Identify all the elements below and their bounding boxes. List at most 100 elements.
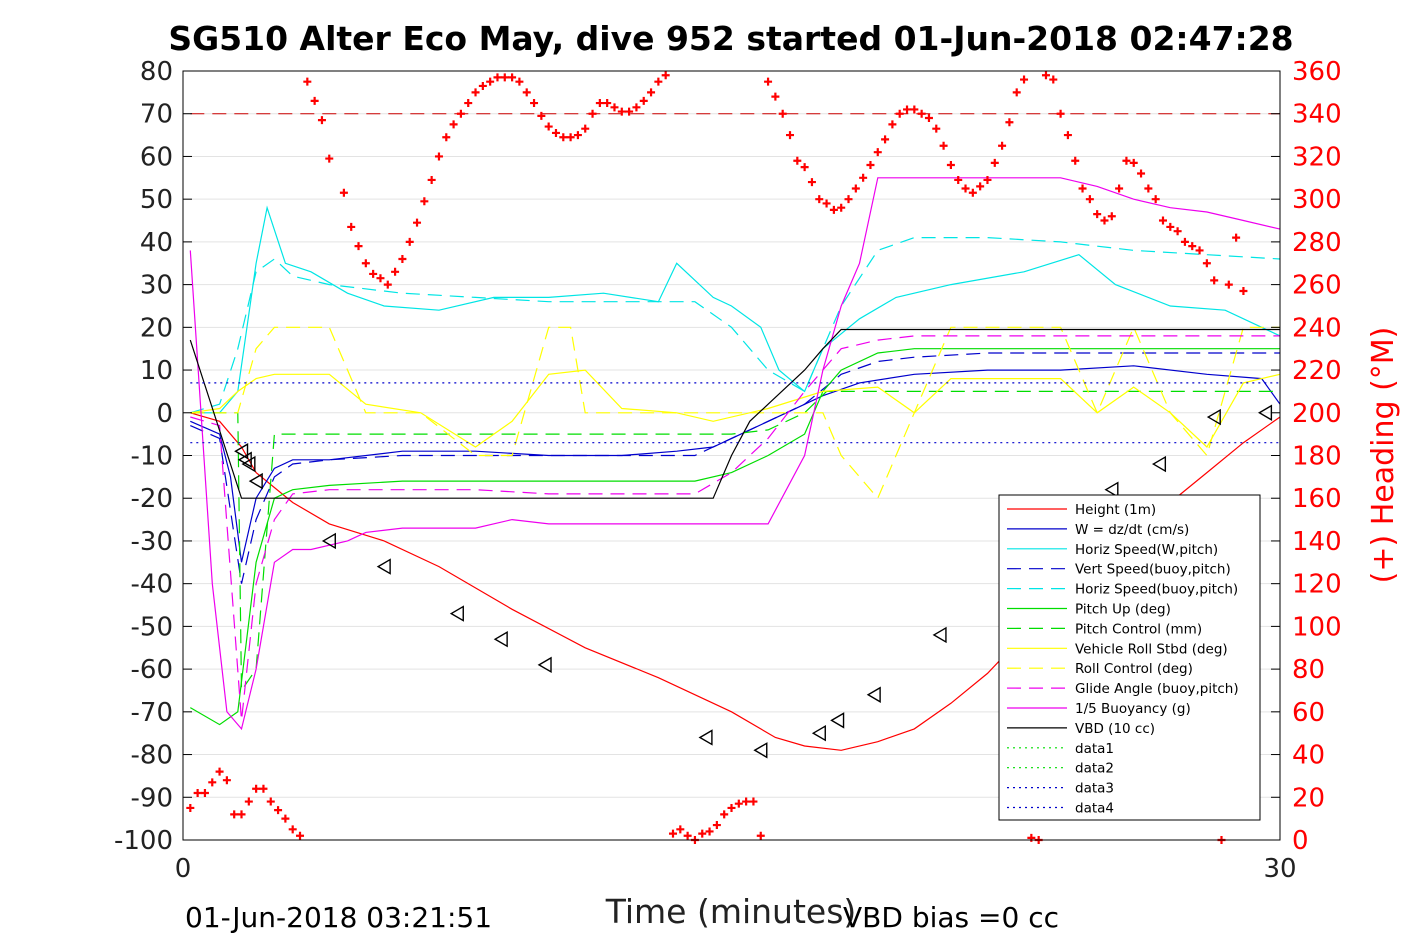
waypoint-marker — [1104, 481, 1119, 498]
waypoint-marker — [248, 472, 263, 490]
legend-entry: Glide Angle (buoy,pitch) — [1075, 681, 1239, 697]
heading-point — [771, 92, 780, 101]
heading-point — [1166, 222, 1175, 231]
series-line-10 — [189, 177, 1281, 731]
legend-entry: Horiz Speed(W,pitch) — [1075, 542, 1218, 558]
heading-point — [369, 269, 378, 278]
waypoint-marker — [866, 686, 881, 703]
waypoint-marker — [321, 532, 336, 550]
heading-point — [1210, 276, 1219, 285]
heading-point — [1078, 184, 1087, 193]
heading-point — [244, 797, 253, 806]
y2-tick-label: 260 — [1292, 271, 1342, 301]
y-tick-label: 40 — [140, 228, 173, 258]
heading-point — [1041, 71, 1050, 80]
heading-point — [413, 218, 422, 227]
heading-point — [844, 195, 853, 204]
heading-point — [954, 175, 963, 184]
y2-tick-label: 220 — [1292, 356, 1342, 386]
heading-point — [778, 109, 787, 118]
heading-point — [471, 88, 480, 97]
heading-point — [193, 789, 202, 798]
heading-point — [610, 103, 619, 112]
heading-point — [420, 197, 429, 206]
heading-point — [1049, 75, 1058, 84]
heading-point — [1224, 280, 1233, 289]
heading-point — [442, 133, 451, 142]
heading-point — [866, 160, 875, 169]
heading-point — [1188, 242, 1197, 251]
legend-entry: Horiz Speed(buoy,pitch) — [1075, 582, 1238, 598]
y2-tick-label: 360 — [1292, 57, 1342, 87]
heading-point — [1107, 212, 1116, 221]
waypoint-marker — [241, 455, 256, 473]
y-tick-label: -60 — [131, 655, 173, 685]
heading-point — [500, 73, 509, 82]
waypoint-marker — [811, 724, 826, 742]
heading-point — [1129, 158, 1138, 167]
heading-point — [968, 188, 977, 197]
heading-point — [573, 131, 582, 140]
heading-point — [237, 810, 246, 819]
y-tick-label: 80 — [140, 57, 173, 87]
x-tick-label: 0 — [175, 854, 192, 884]
heading-point — [924, 113, 933, 122]
heading-point — [734, 799, 743, 808]
heading-point — [1195, 246, 1204, 255]
heading-point — [851, 184, 860, 193]
heading-point — [288, 825, 297, 834]
heading-point — [961, 184, 970, 193]
heading-point — [800, 163, 809, 172]
heading-point — [983, 175, 992, 184]
heading-point — [464, 99, 473, 108]
y-tick-label: 10 — [140, 356, 173, 386]
heading-point — [683, 831, 692, 840]
heading-point — [1151, 195, 1160, 204]
heading-point — [661, 71, 670, 80]
heading-point — [1239, 287, 1248, 296]
heading-point — [807, 178, 816, 187]
heading-point — [1020, 75, 1029, 84]
heading-point — [559, 133, 568, 142]
heading-point — [208, 778, 217, 787]
y2-tick-label: 140 — [1292, 527, 1342, 557]
y2-tick-label: 280 — [1292, 228, 1342, 258]
heading-point — [749, 797, 758, 806]
legend-entry: W = dz/dt (cm/s) — [1075, 522, 1189, 538]
y-tick-label: -50 — [131, 612, 173, 642]
heading-point — [215, 767, 224, 776]
heading-point — [303, 77, 312, 86]
heading-point — [625, 107, 634, 116]
legend-entry: Vert Speed(buoy,pitch) — [1075, 562, 1231, 578]
series-line-6 — [190, 390, 1280, 693]
legend-entry: Roll Control (deg) — [1075, 661, 1193, 677]
y-tick-label: 70 — [140, 100, 173, 130]
heading-point — [1137, 169, 1146, 178]
heading-point — [252, 784, 261, 793]
heading-point — [1115, 184, 1124, 193]
heading-point — [325, 154, 334, 163]
series-line-5 — [189, 348, 1280, 726]
heading-point — [698, 829, 707, 838]
heading-point — [595, 99, 604, 108]
waypoint-marker — [1151, 455, 1167, 473]
legend: Height (1m) W = dz/dt (cm/s) Horiz Speed(W… — [998, 494, 1261, 821]
heading-point — [603, 99, 612, 108]
heading-point — [939, 141, 948, 150]
waypoint-marker — [932, 626, 947, 644]
heading-point — [391, 267, 400, 276]
heading-point — [617, 107, 626, 116]
y-tick-label: 50 — [140, 185, 173, 215]
heading-point — [1122, 156, 1131, 165]
y2-tick-label: 120 — [1292, 570, 1342, 600]
heading-point — [720, 810, 729, 819]
heading-point — [990, 158, 999, 167]
heading-point — [647, 88, 656, 97]
heading-point — [493, 73, 502, 82]
heading-point — [654, 77, 663, 86]
heading-point — [347, 222, 356, 231]
heading-point — [676, 825, 685, 834]
y2-axis-label: (+) Heading (°M) — [1366, 327, 1401, 584]
legend-entry: 1/5 Buoyancy (g) — [1075, 701, 1191, 717]
x-axis-label: Time (minutes) — [605, 892, 857, 931]
